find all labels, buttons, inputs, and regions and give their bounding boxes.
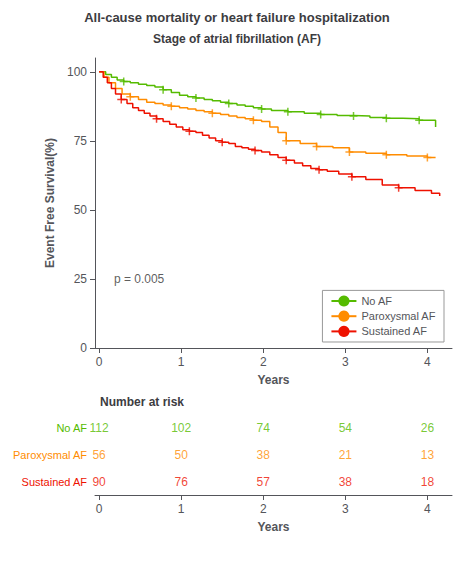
svg-text:Paroxysmal AF: Paroxysmal AF — [361, 310, 435, 322]
svg-text:0: 0 — [96, 355, 103, 369]
svg-text:100: 100 — [67, 65, 87, 79]
svg-text:3: 3 — [342, 355, 349, 369]
svg-text:Event Free Survival(%): Event Free Survival(%) — [43, 138, 57, 268]
svg-text:Paroxysmal AF: Paroxysmal AF — [13, 449, 87, 461]
svg-text:No AF: No AF — [361, 295, 392, 307]
svg-text:3: 3 — [342, 502, 349, 516]
svg-text:Number at risk: Number at risk — [100, 395, 184, 409]
svg-text:90: 90 — [92, 475, 106, 489]
svg-text:Years: Years — [257, 373, 289, 387]
svg-text:57: 57 — [257, 475, 271, 489]
svg-text:2: 2 — [260, 502, 267, 516]
svg-text:Years: Years — [257, 520, 289, 534]
svg-text:38: 38 — [257, 448, 271, 462]
svg-text:Sustained AF: Sustained AF — [22, 476, 88, 488]
svg-text:50: 50 — [74, 203, 88, 217]
svg-text:All-cause mortality or heart f: All-cause mortality or heart failure hos… — [84, 10, 390, 25]
svg-text:1: 1 — [178, 355, 185, 369]
svg-text:21: 21 — [339, 448, 353, 462]
svg-text:102: 102 — [171, 421, 191, 435]
svg-text:54: 54 — [339, 421, 353, 435]
svg-text:13: 13 — [421, 448, 435, 462]
svg-text:0: 0 — [96, 502, 103, 516]
svg-text:25: 25 — [74, 272, 88, 286]
svg-text:74: 74 — [257, 421, 271, 435]
svg-text:0: 0 — [80, 341, 87, 355]
svg-text:56: 56 — [92, 448, 106, 462]
svg-text:Stage of atrial fibrillation (: Stage of atrial fibrillation (AF) — [153, 32, 321, 46]
svg-text:76: 76 — [174, 475, 188, 489]
svg-text:18: 18 — [421, 475, 435, 489]
svg-text:75: 75 — [74, 134, 88, 148]
svg-text:4: 4 — [424, 502, 431, 516]
svg-text:p = 0.005: p = 0.005 — [114, 272, 165, 286]
svg-text:4: 4 — [424, 355, 431, 369]
svg-text:Sustained AF: Sustained AF — [361, 325, 427, 337]
svg-text:1: 1 — [178, 502, 185, 516]
svg-text:38: 38 — [339, 475, 353, 489]
svg-text:50: 50 — [174, 448, 188, 462]
svg-text:2: 2 — [260, 355, 267, 369]
svg-text:No AF: No AF — [56, 422, 87, 434]
svg-text:112: 112 — [90, 421, 109, 435]
svg-text:26: 26 — [421, 421, 435, 435]
